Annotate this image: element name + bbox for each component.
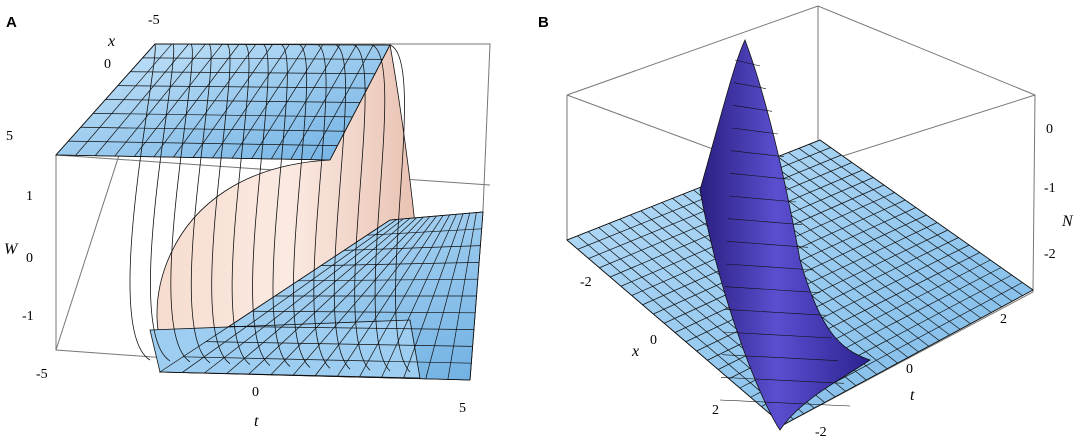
panel-b-grid-v-20: [782, 289, 1034, 426]
panel-b-peak-line-13: [721, 354, 839, 361]
panel-a-lower-grid-v-9: [182, 356, 472, 364]
panel-a-wall-curve-1: [150, 43, 175, 362]
panel-a-wall-curve-8: [293, 44, 311, 368]
panel-b-xtick-2: 2: [712, 403, 719, 418]
panel-b-peak-line-9: [725, 263, 815, 271]
panel-a-wall-curve-7: [272, 44, 291, 367]
panel-b-ztick-1: -1: [1044, 181, 1056, 196]
panel-b-peak-line-6: [728, 195, 797, 203]
panel-b-ttick-2: 2: [1000, 312, 1007, 327]
panel-b-peak-line-14: [720, 377, 845, 384]
panel-a-lower-grid-v-10: [159, 371, 471, 381]
panel-a-xlabel: t: [254, 413, 259, 430]
panel-b-xtick-0: -2: [580, 275, 592, 290]
panel-a-lower-grid-v-3: [320, 262, 480, 266]
panel-a-ttick-1: 0: [252, 385, 259, 400]
panel-a-upper-grid-v-1: [142, 57, 383, 60]
panel-a-wall-curve-4: [211, 44, 231, 365]
panel-b-grid-v-11: [685, 222, 938, 343]
panel-b-xlabel: t: [910, 387, 915, 404]
panel-a-wall-curve-2: [170, 43, 193, 363]
panel-b-peak-line-3: [731, 127, 779, 135]
panel-b-xtick-1: 0: [650, 333, 657, 348]
panel-a-xtick-0: -5: [148, 13, 160, 28]
panel-b-peak-line-4: [730, 150, 785, 157]
panel-b-ztick-2: -2: [1044, 247, 1056, 262]
panel-a-wall-curve-6: [252, 44, 271, 366]
panel-a-ttick-2: 5: [459, 401, 466, 416]
panel-b-peak-mesh: [719, 59, 851, 407]
panel-b-peak-line-12: [722, 331, 833, 339]
panel-a-lower-grid-v-6: [251, 310, 476, 314]
panel-b: B 0 -1 -2 N -2 0 2 x -2 0 2 t: [538, 5, 1074, 439]
panel-b-letter: B: [538, 14, 549, 31]
panel-a-upper-grid-v-4: [105, 99, 361, 103]
panel-a-lower-grid-v-2: [343, 245, 481, 251]
panel-b-peak-line-11: [723, 309, 827, 316]
panel-a-upper-grid-v-0: [154, 43, 391, 46]
panel-a-lower-grid-v-8: [205, 341, 473, 347]
panel-a-mesh: [55, 43, 484, 381]
panel-a-letter: A: [6, 14, 17, 31]
panel-b-peak-line-10: [724, 286, 821, 293]
panel-a-lower-grid-v-1: [366, 228, 482, 236]
panel-a-wall-curve-10: [333, 44, 351, 370]
panel-b-peak-line-8: [726, 241, 809, 248]
panel-a-ylabel: x: [107, 33, 115, 50]
panel-a-wall-curve-9: [313, 44, 331, 369]
panel-a: A -5 0 5 x 1 0 -1 W -5 0 5 t: [4, 13, 491, 430]
panel-a-wall-curve-0: [129, 43, 156, 361]
panel-a-ztick-2: -1: [22, 309, 34, 324]
panel-a-lower-front: [149, 319, 421, 379]
panel-a-upper-grid-v-6: [80, 126, 346, 132]
panel-a-xtick-2: 5: [6, 129, 13, 144]
panel-b-peak-line-0: [734, 59, 761, 67]
panel-a-wall-curve-13: [389, 44, 411, 373]
panel-b-peak: [699, 38, 871, 431]
panel-a-ztick-0: 1: [26, 189, 33, 204]
panel-a-wall-curve-5: [231, 44, 251, 365]
panel-b-ylabel: x: [631, 343, 639, 360]
panel-a-wall-curve-3: [190, 43, 212, 364]
panel-b-peak-line-15: [719, 399, 851, 407]
panel-a-lower-grid-v-7: [228, 326, 474, 330]
panel-a-wall-curve-11: [353, 44, 371, 371]
panel-a-upper-grid-v-8: [55, 154, 331, 161]
panel-a-lower-grid-v-4: [297, 278, 478, 282]
panel-a-xtick-1: 0: [104, 57, 111, 72]
panel-b-peak-line-1: [733, 82, 767, 89]
panel-a-wall-curve-12: [371, 44, 391, 372]
panel-b-peak-line-2: [732, 105, 773, 112]
panel-a-upper-grid-v-2: [130, 71, 376, 75]
panel-b-zlabel: N: [1061, 213, 1074, 230]
panel-a-upper-grid-v-5: [93, 113, 353, 118]
panel-b-ztick-0: 0: [1046, 122, 1053, 137]
panel-a-ztick-1: 0: [26, 251, 33, 266]
panel-a-zlabel: W: [4, 241, 19, 258]
panel-b-ttick-1: 0: [906, 362, 913, 377]
panel-b-ttick-0: -2: [815, 425, 827, 439]
panel-b-peak-line-5: [729, 173, 791, 180]
panel-b-peak-line-7: [727, 218, 803, 225]
panel-a-lower-grid-v-0: [389, 211, 484, 221]
panel-a-ttick-0: -5: [36, 367, 48, 382]
